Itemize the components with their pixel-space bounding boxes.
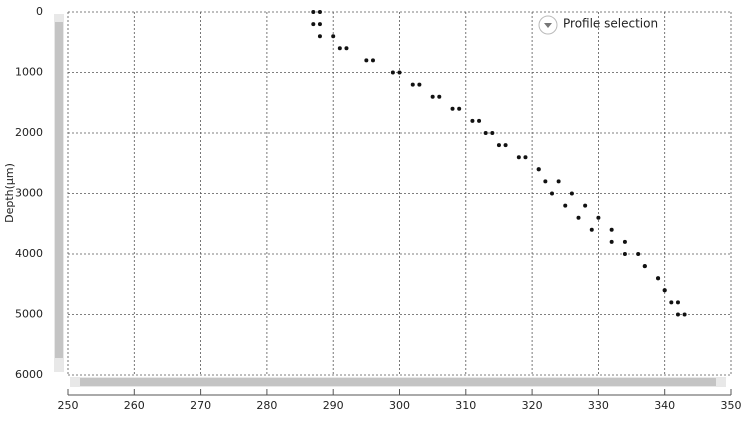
y-tick-label: 2000 — [15, 126, 43, 139]
data-point — [549, 191, 554, 196]
data-point — [317, 22, 322, 27]
x-tick-label: 290 — [323, 399, 344, 412]
data-point — [496, 143, 501, 148]
x-tick-label: 250 — [58, 399, 79, 412]
data-point — [331, 34, 336, 39]
data-point — [675, 312, 680, 317]
x-tick-label: 340 — [654, 399, 675, 412]
data-point — [669, 300, 674, 305]
data-point — [642, 264, 647, 269]
data-point — [490, 131, 495, 135]
data-point — [390, 70, 395, 75]
x-tick-label: 350 — [721, 399, 742, 412]
data-point — [609, 239, 614, 244]
data-point — [516, 155, 521, 160]
data-point — [337, 46, 342, 51]
data-point — [589, 227, 594, 232]
dropdown-arrow — [544, 23, 552, 28]
data-point — [596, 215, 601, 220]
x-tick-label: 260 — [124, 399, 145, 412]
x-tick-label: 310 — [455, 399, 476, 412]
data-point — [523, 155, 528, 160]
x-tick-label: 300 — [389, 399, 410, 412]
y-tick-label: 3000 — [15, 187, 43, 200]
data-point — [370, 58, 375, 63]
data-point — [563, 203, 568, 208]
data-point — [682, 312, 687, 317]
data-point — [543, 179, 548, 184]
data-point — [609, 227, 614, 232]
x-tick-label: 320 — [522, 399, 543, 412]
data-point — [576, 215, 581, 220]
data-point — [503, 143, 508, 148]
data-point — [622, 252, 627, 256]
data-point — [317, 10, 322, 14]
data-point — [410, 82, 415, 87]
data-point — [317, 34, 322, 39]
y-tick-label: 1000 — [15, 66, 43, 79]
data-point — [364, 58, 369, 63]
data-point — [417, 82, 422, 87]
data-point — [430, 94, 435, 99]
x-tick-label: 270 — [190, 399, 211, 412]
data-point — [536, 167, 541, 172]
y-tick-label: 4000 — [15, 247, 43, 260]
data-point — [437, 94, 442, 99]
data-point — [450, 106, 455, 111]
data-point — [483, 131, 488, 135]
y-tick-label: 5000 — [15, 308, 43, 321]
x-tick-label: 280 — [256, 399, 277, 412]
data-point — [569, 191, 574, 196]
data-point — [457, 106, 462, 111]
data-point — [397, 70, 402, 75]
data-point — [556, 179, 561, 184]
data-point — [662, 288, 667, 293]
y-axis-label: Depth(µm) — [3, 163, 16, 223]
data-point — [477, 118, 482, 123]
dropdown-label[interactable]: Profile selection — [563, 17, 658, 31]
data-point — [622, 239, 627, 244]
data-point — [636, 252, 641, 256]
data-point — [344, 46, 349, 51]
y-tick-label: 0 — [36, 5, 43, 18]
data-point — [470, 118, 475, 123]
data-point — [675, 300, 680, 305]
data-point — [311, 10, 316, 14]
y-tick-label: 6000 — [15, 368, 43, 381]
horizontal-scroll-thumb[interactable] — [80, 378, 716, 386]
data-point — [656, 276, 661, 281]
data-point — [311, 22, 316, 27]
data-point — [583, 203, 588, 208]
x-tick-label: 330 — [588, 399, 609, 412]
vertical-scroll-thumb[interactable] — [55, 22, 63, 358]
